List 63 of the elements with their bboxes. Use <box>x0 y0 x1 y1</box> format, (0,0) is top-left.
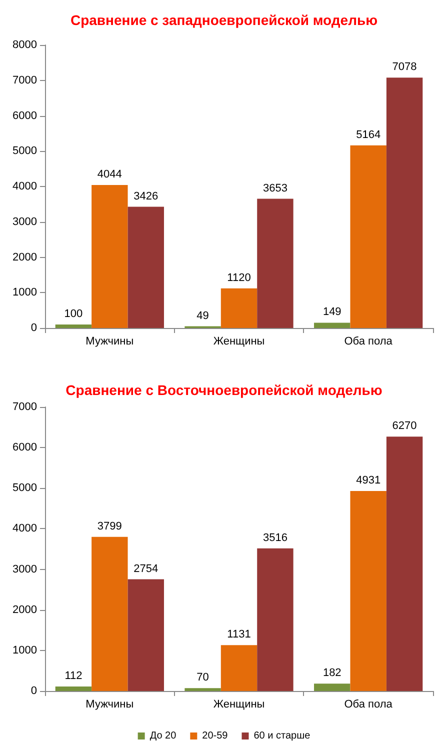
bar <box>386 436 423 691</box>
data-label: 100 <box>64 308 83 320</box>
bar <box>220 288 258 328</box>
y-tick-label: 2000 <box>12 604 37 616</box>
data-label: 182 <box>322 667 342 680</box>
bar <box>55 324 92 328</box>
data-label: 3516 <box>262 532 288 544</box>
data-label: 4931 <box>356 474 381 486</box>
bar <box>314 684 350 691</box>
y-tick-label: 0 <box>30 685 37 697</box>
bar <box>257 548 294 691</box>
y-tick-label: 3000 <box>12 216 37 228</box>
legend-label: До 20 <box>150 730 177 742</box>
bar <box>55 686 92 691</box>
data-label: 112 <box>64 670 82 682</box>
data-label: 2754 <box>134 562 158 575</box>
x-tick-label: Женщины <box>213 698 265 710</box>
chart-title: Сравнение с Восточноевропейской моделью <box>66 382 382 398</box>
data-label: 3799 <box>97 520 122 532</box>
data-label: 70 <box>196 672 209 684</box>
bar <box>350 145 386 328</box>
data-label: 5164 <box>356 128 381 141</box>
data-label: 1131 <box>227 628 251 641</box>
x-tick-label: Оба пола <box>344 698 394 710</box>
x-tick-label: Мужчины <box>86 336 134 348</box>
data-label: 49 <box>196 310 209 322</box>
bar <box>92 184 128 328</box>
y-tick-label: 0 <box>30 322 37 334</box>
y-tick-label: 2000 <box>12 251 37 264</box>
chart-title: Сравнение с западноевропейской моделью <box>70 12 378 28</box>
data-label: 6270 <box>392 420 417 432</box>
legend-label: 20-59 <box>202 730 228 742</box>
data-label: 149 <box>322 306 342 318</box>
bar <box>314 322 350 328</box>
bar <box>257 198 294 328</box>
y-tick-label: 4000 <box>12 180 37 192</box>
bar <box>128 579 164 691</box>
data-label: 1120 <box>227 272 251 284</box>
y-tick-label: 7000 <box>12 401 37 413</box>
x-tick-label: Мужчины <box>86 698 134 710</box>
y-tick-label: 3000 <box>12 563 37 576</box>
bar <box>386 78 423 328</box>
y-tick-label: 1000 <box>12 286 37 299</box>
y-tick-label: 7000 <box>12 74 37 86</box>
bar <box>92 536 128 691</box>
data-label: 3653 <box>262 182 288 194</box>
bar <box>184 688 221 691</box>
y-tick-label: 1000 <box>12 644 37 656</box>
bar <box>350 490 386 691</box>
bar <box>220 645 258 691</box>
x-tick-label: Женщины <box>213 336 265 348</box>
y-tick-label: 6000 <box>12 110 37 122</box>
bar <box>128 206 164 328</box>
data-label: 3426 <box>134 190 158 202</box>
y-tick-label: 6000 <box>12 442 37 454</box>
data-label: 4044 <box>97 168 122 180</box>
y-tick-label: 4000 <box>12 522 37 535</box>
data-label: 7078 <box>392 61 417 74</box>
legend-label: 60 и старше <box>254 730 311 742</box>
x-tick-label: Оба пола <box>344 336 394 348</box>
y-tick-label: 8000 <box>12 39 37 51</box>
y-tick-label: 5000 <box>12 482 37 494</box>
y-tick-label: 5000 <box>12 145 37 158</box>
